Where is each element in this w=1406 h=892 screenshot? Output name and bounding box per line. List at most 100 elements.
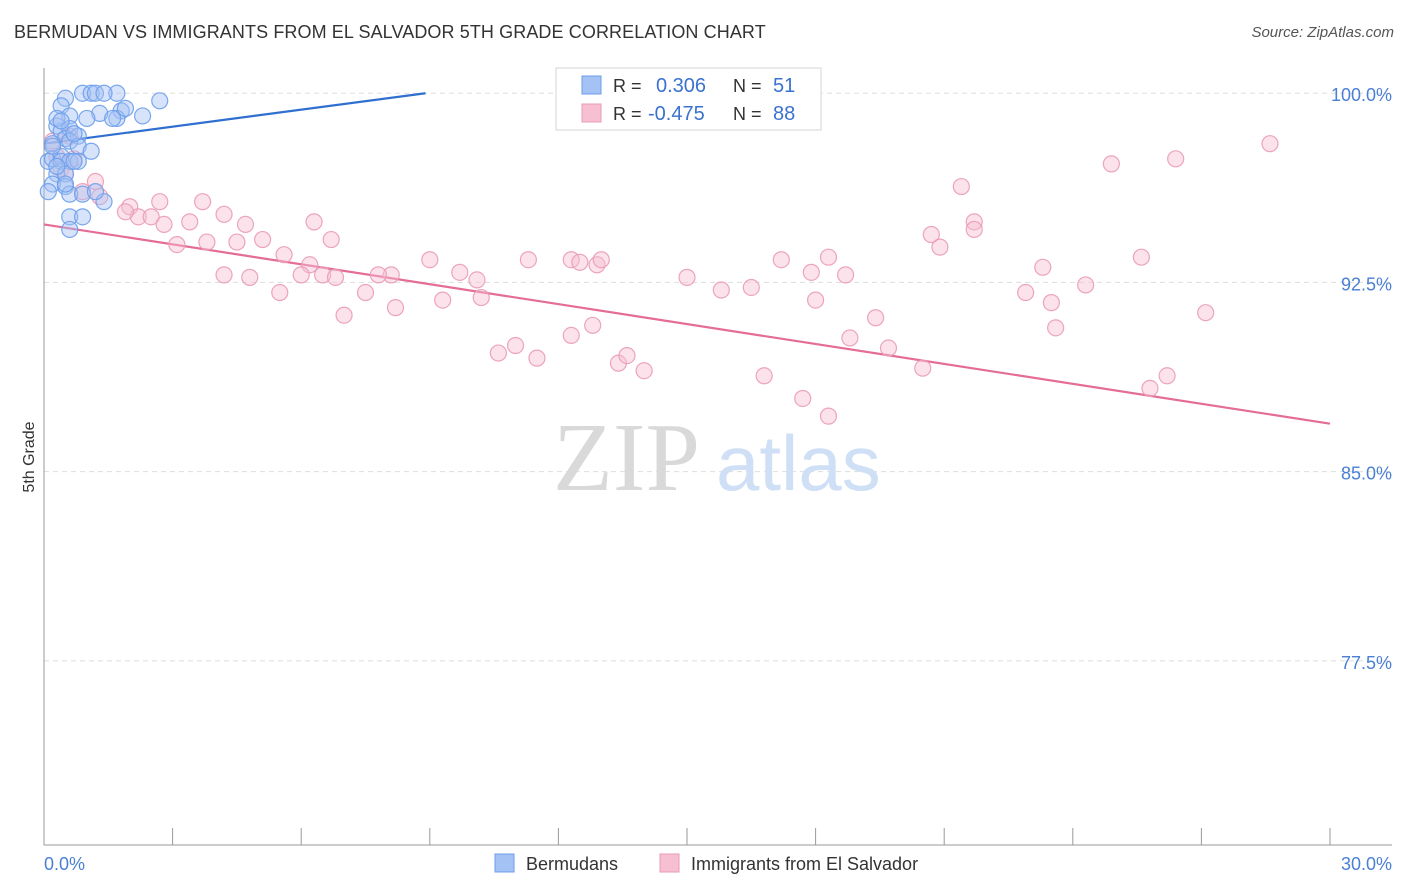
point-el-salvador — [1167, 150, 1185, 168]
point-el-salvador — [922, 225, 940, 244]
point-el-salvador — [562, 326, 580, 345]
point-bermudans — [48, 157, 66, 175]
chart-source: Source: ZipAtlas.com — [1251, 24, 1394, 41]
point-el-salvador — [1047, 319, 1065, 337]
point-bermudans — [65, 124, 83, 143]
point-el-salvador — [1141, 379, 1159, 397]
point-el-salvador — [215, 205, 233, 223]
point-el-salvador — [678, 268, 696, 286]
point-el-salvador — [1034, 258, 1052, 276]
point-el-salvador — [116, 203, 135, 221]
watermark-atlas: atlas — [716, 419, 881, 507]
data-points — [39, 84, 1279, 425]
y-axis-label: 5th Grade — [21, 421, 38, 492]
point-el-salvador — [468, 271, 486, 289]
point-el-salvador — [1132, 248, 1150, 266]
point-bermudans — [39, 183, 57, 201]
point-el-salvador — [451, 263, 469, 281]
point-el-salvador — [198, 233, 216, 251]
legend-r-value-2: -0.475 — [648, 103, 705, 125]
point-bermudans — [91, 104, 109, 123]
legend-swatch-el-salvador — [581, 103, 602, 123]
point-el-salvador — [86, 172, 105, 191]
point-bermudans — [61, 107, 79, 125]
point-el-salvador — [742, 278, 760, 297]
point-el-salvador — [806, 291, 825, 309]
point-el-salvador — [837, 266, 855, 284]
point-bermudans — [82, 84, 100, 102]
point-el-salvador — [434, 291, 452, 309]
point-el-salvador — [292, 266, 310, 284]
point-bermudans — [69, 152, 87, 170]
point-el-salvador — [506, 336, 525, 355]
bottom-legend-label-el-salvador: Immigrants from El Salvador — [691, 854, 918, 874]
point-bermudans — [43, 137, 62, 155]
legend-r-label-2: R = — [613, 104, 642, 124]
point-el-salvador — [168, 235, 186, 254]
point-el-salvador — [254, 230, 272, 249]
point-el-salvador — [1261, 135, 1279, 153]
point-bermudans — [61, 208, 79, 226]
point-bermudans — [73, 208, 92, 226]
trend-line-el-salvador — [43, 223, 1331, 425]
point-el-salvador — [914, 359, 932, 377]
point-el-salvador — [335, 306, 353, 324]
legend: R = 0.306 N = 51 R = -0.475 N = 88 — [555, 67, 822, 131]
point-el-salvador — [314, 266, 332, 284]
point-el-salvador — [215, 266, 233, 284]
point-el-salvador — [1158, 367, 1176, 385]
point-el-salvador — [228, 233, 246, 251]
point-el-salvador — [356, 283, 375, 302]
point-el-salvador — [326, 268, 345, 286]
point-el-salvador — [712, 281, 730, 299]
grid-lines — [44, 92, 1392, 662]
point-el-salvador — [584, 316, 602, 334]
axes — [43, 68, 1392, 846]
point-el-salvador — [489, 344, 507, 362]
point-el-salvador — [142, 208, 160, 226]
bottom-legend-swatch-el-salvador — [659, 853, 680, 873]
point-el-salvador — [236, 215, 255, 234]
point-bermudans — [151, 92, 169, 110]
legend-swatch-bermudans — [581, 75, 602, 95]
point-el-salvador — [151, 193, 169, 211]
point-el-salvador — [841, 329, 859, 347]
watermark: ZIP atlas — [553, 404, 881, 512]
x-tick-label-min: 0.0% — [44, 854, 85, 874]
legend-n-value-2: 88 — [773, 103, 795, 125]
point-bermudans — [56, 175, 75, 193]
point-el-salvador — [952, 177, 970, 196]
point-el-salvador — [1017, 283, 1035, 302]
point-el-salvador — [1042, 294, 1060, 312]
point-el-salvador — [802, 263, 820, 281]
point-el-salvador — [867, 309, 885, 327]
point-bermudans — [133, 107, 152, 125]
point-bermudans — [103, 109, 122, 128]
point-el-salvador — [1197, 304, 1215, 322]
legend-n-label-1: N = — [733, 76, 762, 96]
point-bermudans — [65, 152, 83, 170]
point-el-salvador — [1077, 276, 1095, 294]
point-el-salvador — [271, 283, 289, 302]
y-tick-label: 85.0% — [1341, 464, 1392, 484]
point-el-salvador — [181, 213, 199, 231]
point-el-salvador — [635, 362, 653, 380]
legend-n-value-1: 51 — [773, 75, 795, 97]
point-el-salvador — [241, 268, 259, 286]
point-el-salvador — [879, 339, 898, 357]
point-el-salvador — [275, 246, 293, 264]
point-el-salvador — [386, 299, 405, 317]
point-el-salvador — [305, 213, 323, 231]
point-bermudans — [116, 99, 135, 117]
point-el-salvador — [1102, 155, 1120, 173]
point-bermudans — [73, 185, 92, 203]
legend-r-value-1: 0.306 — [656, 75, 706, 97]
trend-line-bermudans — [43, 92, 426, 145]
point-el-salvador — [571, 253, 589, 271]
point-el-salvador — [528, 349, 546, 367]
bottom-legend-swatch-bermudans — [494, 853, 515, 873]
point-el-salvador — [965, 220, 983, 239]
point-el-salvador — [819, 407, 838, 425]
y-tick-label: 100.0% — [1331, 85, 1392, 105]
